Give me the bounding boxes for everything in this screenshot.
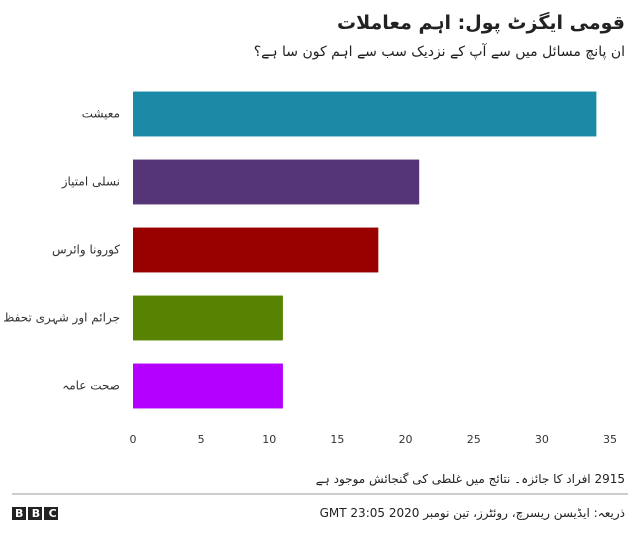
logo-text: BBC	[15, 507, 65, 520]
bar	[133, 227, 379, 273]
y-tick-label: صحت عامہ	[62, 379, 120, 393]
bar	[133, 295, 283, 341]
logo-box	[28, 507, 42, 520]
x-tick-label: 25	[467, 433, 481, 446]
logo-box	[12, 507, 26, 520]
chart-title: قومی ایگزٹ پول: اہم معاملات	[337, 12, 625, 34]
x-tick-label: 0	[130, 433, 137, 446]
note: 2915 افراد کا جائزہ۔ نتائج میں غلطی کی گ…	[315, 472, 625, 486]
bar	[133, 363, 283, 409]
x-tick-label: 15	[330, 433, 344, 446]
logo-box	[44, 507, 58, 520]
y-tick-label: نسلی امتیاز	[61, 175, 120, 190]
y-tick-label: جرائم اور شہری تحفظ	[3, 311, 120, 326]
x-tick-label: 5	[198, 433, 205, 446]
x-tick-label: 20	[399, 433, 413, 446]
y-tick-label: کورونا وائرس	[52, 243, 120, 258]
bar	[133, 159, 420, 205]
x-tick-label: 10	[262, 433, 276, 446]
bar	[133, 91, 597, 137]
chart-subtitle: ان پانچ مسائل میں سے آپ کے نزدیک سب سے ا…	[253, 44, 625, 60]
y-tick-label: معیشت	[82, 107, 120, 121]
x-tick-label: 35	[603, 433, 617, 446]
source: ذریعہ: ایڈیسن ریسرچ، روئٹرز، تین نومبر 2…	[319, 506, 625, 520]
x-tick-label: 30	[535, 433, 549, 446]
